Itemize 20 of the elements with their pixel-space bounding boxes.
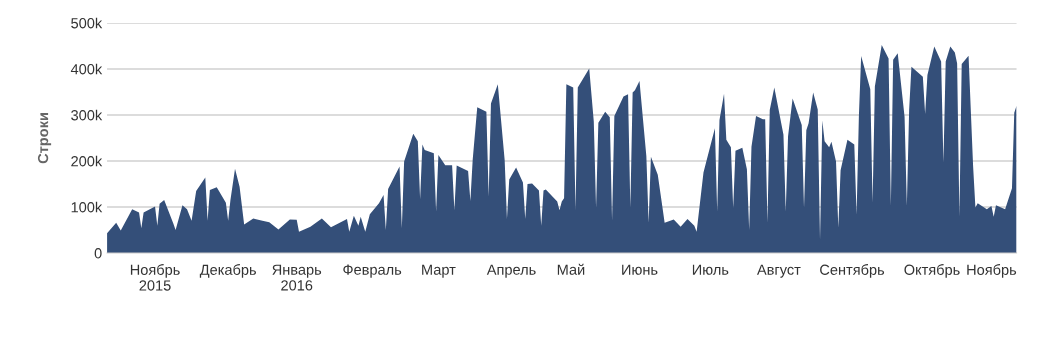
x-tick-label: Июль xyxy=(692,264,729,275)
x-tick-label: Октябрь xyxy=(904,264,960,278)
y-tick-label: 200k xyxy=(71,155,103,167)
y-tick-label: 500k xyxy=(71,17,103,29)
y-tick-label: 300k xyxy=(71,109,103,121)
x-tick-label: Март xyxy=(422,264,456,278)
y-tick-label: 100k xyxy=(71,201,103,213)
x-tick-label: Август xyxy=(756,264,801,278)
x-tick-label: Ноябрь 2015 xyxy=(130,264,180,291)
x-tick-label: Сентябрь xyxy=(820,264,885,278)
x-tick-label: Февраль xyxy=(343,264,402,278)
y-axis-title: Строки xyxy=(37,113,52,164)
y-tick-label: 400k xyxy=(70,63,103,75)
x-tick-label: Декабрь xyxy=(199,264,256,278)
x-tick-label: Ноябрь xyxy=(967,264,1017,278)
x-tick-label: Январь 2016 xyxy=(272,264,322,291)
y-tick-label: 0 xyxy=(94,248,102,259)
x-tick-label: Май xyxy=(557,263,585,275)
x-tick-label: Апрель xyxy=(486,264,536,278)
x-tick-label: Июнь xyxy=(622,264,658,275)
